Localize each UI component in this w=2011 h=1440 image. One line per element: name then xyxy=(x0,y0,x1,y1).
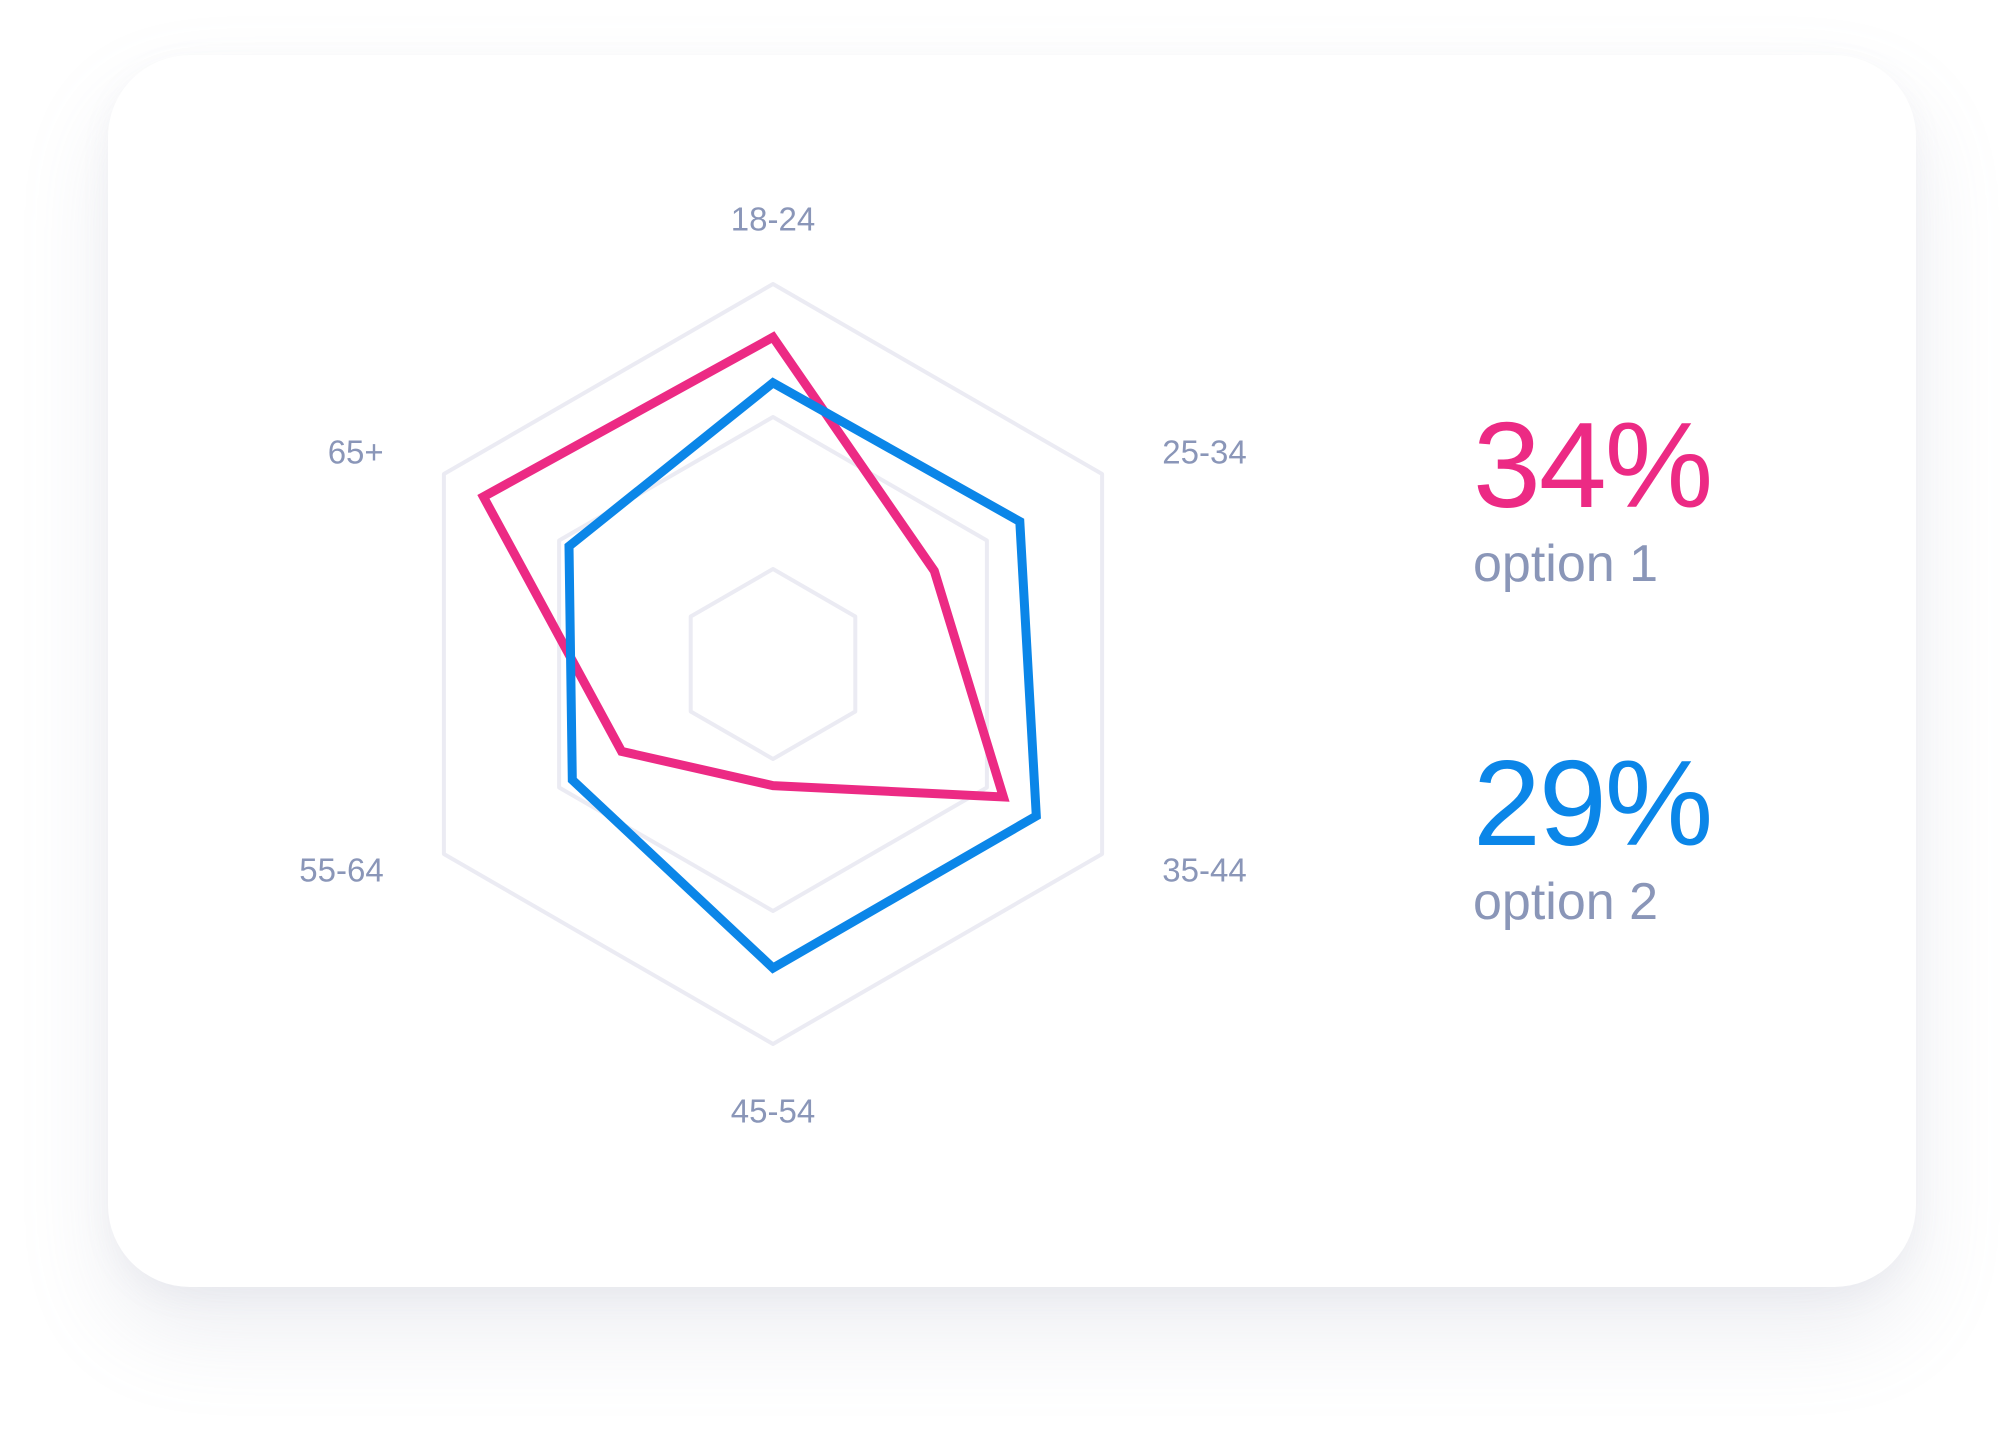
axis-label-65-: 65+ xyxy=(328,434,384,471)
option-2-label: option 2 xyxy=(1473,873,1659,931)
option-1-percentage: 34% xyxy=(1473,397,1713,533)
grid-ring-3 xyxy=(441,282,1105,1046)
series-option-1-polygon xyxy=(477,331,1010,802)
axis-label-18-24: 18-24 xyxy=(731,201,815,238)
grid-ring-2 xyxy=(557,415,989,913)
series-option-2-polygon xyxy=(564,377,1041,974)
radar-axis-labels: 18-24 25-34 35-44 45-54 55-64 65+ xyxy=(299,201,1246,1130)
radar-grid xyxy=(441,282,1105,1046)
option-2-percentage: 29% xyxy=(1473,735,1713,871)
axis-label-25-34: 25-34 xyxy=(1162,434,1246,471)
summary-option-1: 34% option 1 xyxy=(1473,400,1853,594)
summary-option-2: 29% option 2 xyxy=(1473,738,1853,932)
axis-label-35-44: 35-44 xyxy=(1162,852,1246,889)
grid-ring-1 xyxy=(688,567,858,761)
chart-card xyxy=(108,55,1916,1287)
option-1-label: option 1 xyxy=(1473,535,1659,593)
radar-series xyxy=(477,331,1041,974)
axis-label-45-54: 45-54 xyxy=(731,1093,815,1130)
axis-label-55-64: 55-64 xyxy=(299,852,383,889)
